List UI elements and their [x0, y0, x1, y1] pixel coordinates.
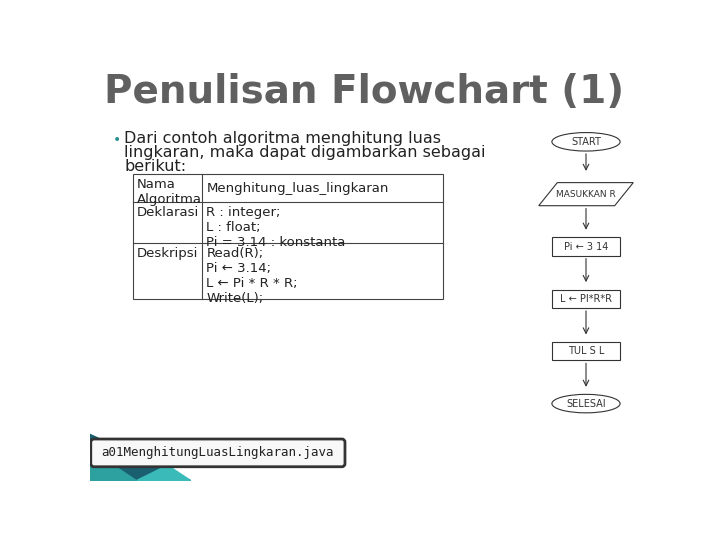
Polygon shape: [137, 465, 191, 481]
Bar: [132, 174, 443, 299]
Text: R : integer;
L : float;
Pi = 3.14 : konstanta: R : integer; L : float; Pi = 3.14 : kons…: [206, 206, 346, 249]
Bar: [552, 237, 620, 256]
Polygon shape: [90, 434, 191, 481]
Text: berikut:: berikut:: [124, 159, 186, 174]
Bar: [552, 342, 620, 361]
Text: SELESAI: SELESAI: [566, 399, 606, 409]
Text: Pi ← 3 14: Pi ← 3 14: [564, 241, 608, 252]
Text: a01MenghitungLuasLingkaran.java: a01MenghitungLuasLingkaran.java: [102, 447, 334, 460]
Text: Dari contoh algoritma menghitung luas: Dari contoh algoritma menghitung luas: [124, 131, 441, 146]
Text: •: •: [113, 132, 122, 146]
Text: Deklarasi: Deklarasi: [137, 206, 199, 219]
Polygon shape: [90, 450, 137, 481]
Text: TUL S L: TUL S L: [568, 346, 604, 356]
Text: Penulisan Flowchart (1): Penulisan Flowchart (1): [104, 72, 624, 111]
Text: L ← PI*R*R: L ← PI*R*R: [560, 294, 612, 304]
Polygon shape: [539, 183, 634, 206]
Text: Nama
Algoritma: Nama Algoritma: [137, 178, 202, 206]
Ellipse shape: [552, 394, 620, 413]
Bar: [552, 289, 620, 308]
FancyBboxPatch shape: [91, 439, 345, 467]
Text: lingkaran, maka dapat digambarkan sebagai: lingkaran, maka dapat digambarkan sebaga…: [124, 145, 485, 160]
Text: MASUKKAN R: MASUKKAN R: [556, 190, 616, 199]
Text: START: START: [571, 137, 601, 147]
Text: Read(R);
Pi ← 3.14;
L ← Pi * R * R;
Write(L);: Read(R); Pi ← 3.14; L ← Pi * R * R; Writ…: [206, 247, 298, 305]
Text: Deskripsi: Deskripsi: [137, 247, 198, 260]
Text: Menghitung_luas_lingkaran: Menghitung_luas_lingkaran: [206, 182, 389, 195]
Ellipse shape: [552, 132, 620, 151]
